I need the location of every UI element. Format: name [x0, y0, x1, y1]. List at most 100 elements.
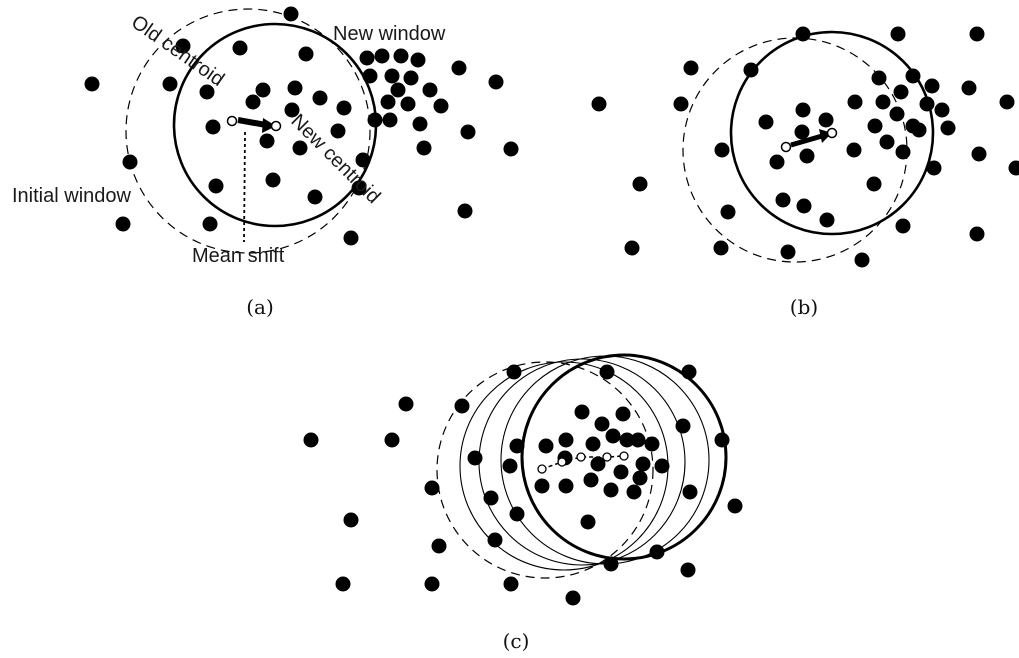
- data-point-b-2: [890, 26, 906, 42]
- data-point-a-29: [382, 112, 398, 128]
- data-point-c-40: [580, 514, 596, 530]
- window-circle-c1: [436, 361, 654, 579]
- data-point-c-34: [626, 484, 642, 500]
- data-point-c-37: [727, 498, 743, 514]
- data-point-b-8: [924, 78, 940, 94]
- data-point-c-12: [585, 436, 601, 452]
- points-b: [591, 26, 1019, 268]
- data-point-b-38: [775, 192, 791, 208]
- data-point-c-23: [590, 456, 606, 472]
- data-point-c-5: [454, 398, 470, 414]
- data-point-c-14: [605, 428, 621, 444]
- data-point-a-32: [205, 119, 221, 135]
- data-point-b-15: [875, 94, 891, 110]
- data-point-c-32: [583, 472, 599, 488]
- data-point-a-25: [245, 94, 261, 110]
- panel-a: Old centroid New centroid New window Ini…: [12, 6, 519, 319]
- data-point-a-5: [359, 50, 375, 66]
- data-point-c-27: [714, 432, 730, 448]
- data-point-c-46: [424, 576, 440, 592]
- data-point-c-9: [384, 432, 400, 448]
- data-point-c-20: [502, 458, 518, 474]
- data-point-b-24: [940, 120, 956, 136]
- data-point-c-43: [649, 544, 665, 560]
- data-point-a-23: [400, 96, 416, 112]
- data-point-b-22: [889, 106, 905, 122]
- data-point-b-47: [854, 252, 870, 268]
- data-point-a-33: [259, 133, 275, 149]
- data-point-c-24: [613, 464, 629, 480]
- data-point-a-17: [287, 80, 303, 96]
- centroid-marker-c2: [557, 457, 567, 467]
- data-point-a-35: [503, 141, 519, 157]
- data-point-a-11: [384, 68, 400, 84]
- data-point-a-20: [390, 82, 406, 98]
- data-point-b-34: [1008, 160, 1019, 176]
- centroid-marker-c1: [537, 464, 547, 474]
- data-point-c-2: [599, 364, 615, 380]
- mean-shift-label: Mean shift: [192, 245, 285, 267]
- data-point-a-43: [307, 189, 323, 205]
- data-point-c-8: [303, 432, 319, 448]
- data-point-a-2: [175, 38, 191, 54]
- data-point-c-42: [487, 532, 503, 548]
- data-point-c-15: [630, 432, 646, 448]
- data-point-b-37: [926, 160, 942, 176]
- data-point-b-5: [743, 62, 759, 78]
- data-point-a-12: [403, 70, 419, 86]
- data-point-c-21: [538, 438, 554, 454]
- data-point-b-42: [895, 218, 911, 234]
- data-point-c-7: [615, 406, 631, 422]
- centroid-marker-c3: [576, 452, 586, 462]
- data-point-c-1: [506, 364, 522, 380]
- data-point-a-41: [208, 178, 224, 194]
- data-point-c-16: [644, 436, 660, 452]
- new-centroid-marker: [270, 120, 282, 132]
- data-point-c-48: [680, 562, 696, 578]
- panel-b-caption: (b): [790, 295, 818, 319]
- data-point-b-43: [969, 226, 985, 242]
- data-point-b-1: [795, 26, 811, 42]
- data-point-b-33: [971, 146, 987, 162]
- data-point-c-41: [431, 538, 447, 554]
- data-point-c-18: [509, 438, 525, 454]
- mean-shift-arrow-shaft-a: [237, 117, 267, 128]
- data-point-c-3: [681, 364, 697, 380]
- data-point-c-29: [424, 480, 440, 496]
- data-point-b-39: [796, 198, 812, 214]
- data-point-a-21: [422, 82, 438, 98]
- data-point-a-14: [162, 76, 178, 92]
- data-point-a-9: [451, 60, 467, 76]
- data-point-a-4: [298, 46, 314, 62]
- data-point-b-17: [919, 96, 935, 112]
- data-point-c-39: [509, 506, 525, 522]
- data-point-c-6: [574, 404, 590, 420]
- data-point-c-38: [343, 512, 359, 528]
- data-point-b-44: [624, 240, 640, 256]
- data-point-b-32: [846, 142, 862, 158]
- data-point-b-4: [683, 60, 699, 76]
- centroid-marker-c5: [619, 451, 629, 461]
- data-point-a-47: [343, 230, 359, 246]
- data-point-a-6: [374, 48, 390, 64]
- data-point-b-9: [961, 80, 977, 96]
- data-point-b-26: [879, 134, 895, 150]
- data-point-b-12: [999, 94, 1015, 110]
- data-point-b-45: [713, 240, 729, 256]
- data-point-b-18: [934, 102, 950, 118]
- data-point-b-13: [795, 102, 811, 118]
- data-point-a-19: [312, 90, 328, 106]
- data-point-a-1: [283, 6, 299, 22]
- data-point-b-10: [591, 96, 607, 112]
- data-point-a-27: [336, 100, 352, 116]
- new-window-label: New window: [333, 23, 446, 45]
- panel-c: (c): [303, 353, 743, 653]
- mean-shift-leader: [243, 131, 246, 243]
- data-point-a-42: [351, 180, 367, 196]
- old-centroid-label: Old centroid: [127, 11, 228, 91]
- data-point-b-36: [866, 176, 882, 192]
- data-point-c-11: [558, 432, 574, 448]
- data-point-b-7: [905, 68, 921, 84]
